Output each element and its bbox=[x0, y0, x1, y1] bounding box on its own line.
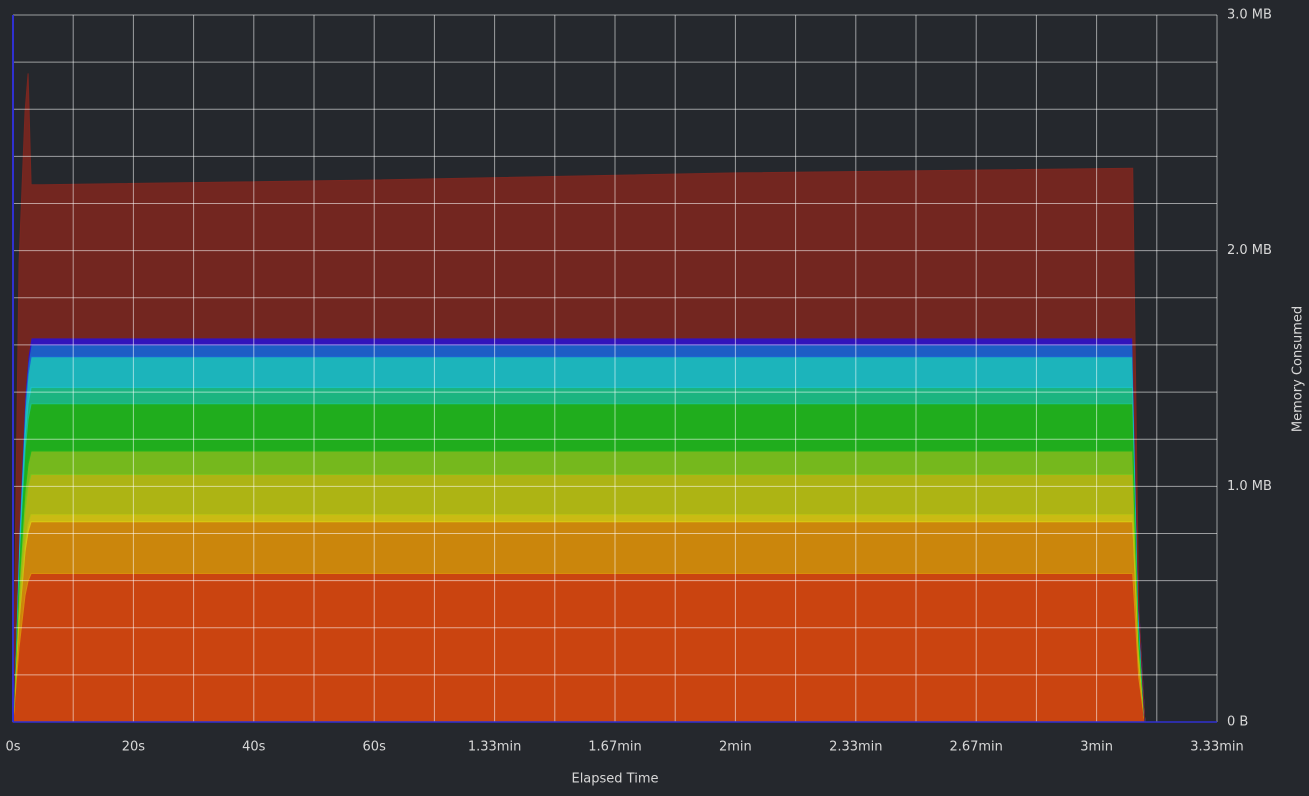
y-tick-label: 1.0 MB bbox=[1227, 479, 1272, 494]
x-tick-label: 2.67min bbox=[949, 740, 1002, 755]
y-tick-label: 0 B bbox=[1227, 715, 1248, 730]
x-tick-label: 20s bbox=[122, 740, 146, 755]
x-axis-label: Elapsed Time bbox=[571, 772, 658, 787]
y-tick-label: 2.0 MB bbox=[1227, 243, 1272, 258]
y-axis-label: Memory Consumed bbox=[1291, 306, 1306, 432]
x-tick-label: 1.67min bbox=[588, 740, 641, 755]
x-tick-label: 60s bbox=[363, 740, 387, 755]
x-tick-label: 2.33min bbox=[829, 740, 882, 755]
x-tick-label: 3.33min bbox=[1190, 740, 1243, 755]
x-tick-label: 40s bbox=[242, 740, 266, 755]
y-tick-label: 3.0 MB bbox=[1227, 8, 1272, 23]
x-tick-label: 1.33min bbox=[468, 740, 521, 755]
x-tick-label: 2min bbox=[719, 740, 752, 755]
x-tick-label: 0s bbox=[5, 740, 20, 755]
x-tick-label: 3min bbox=[1080, 740, 1113, 755]
